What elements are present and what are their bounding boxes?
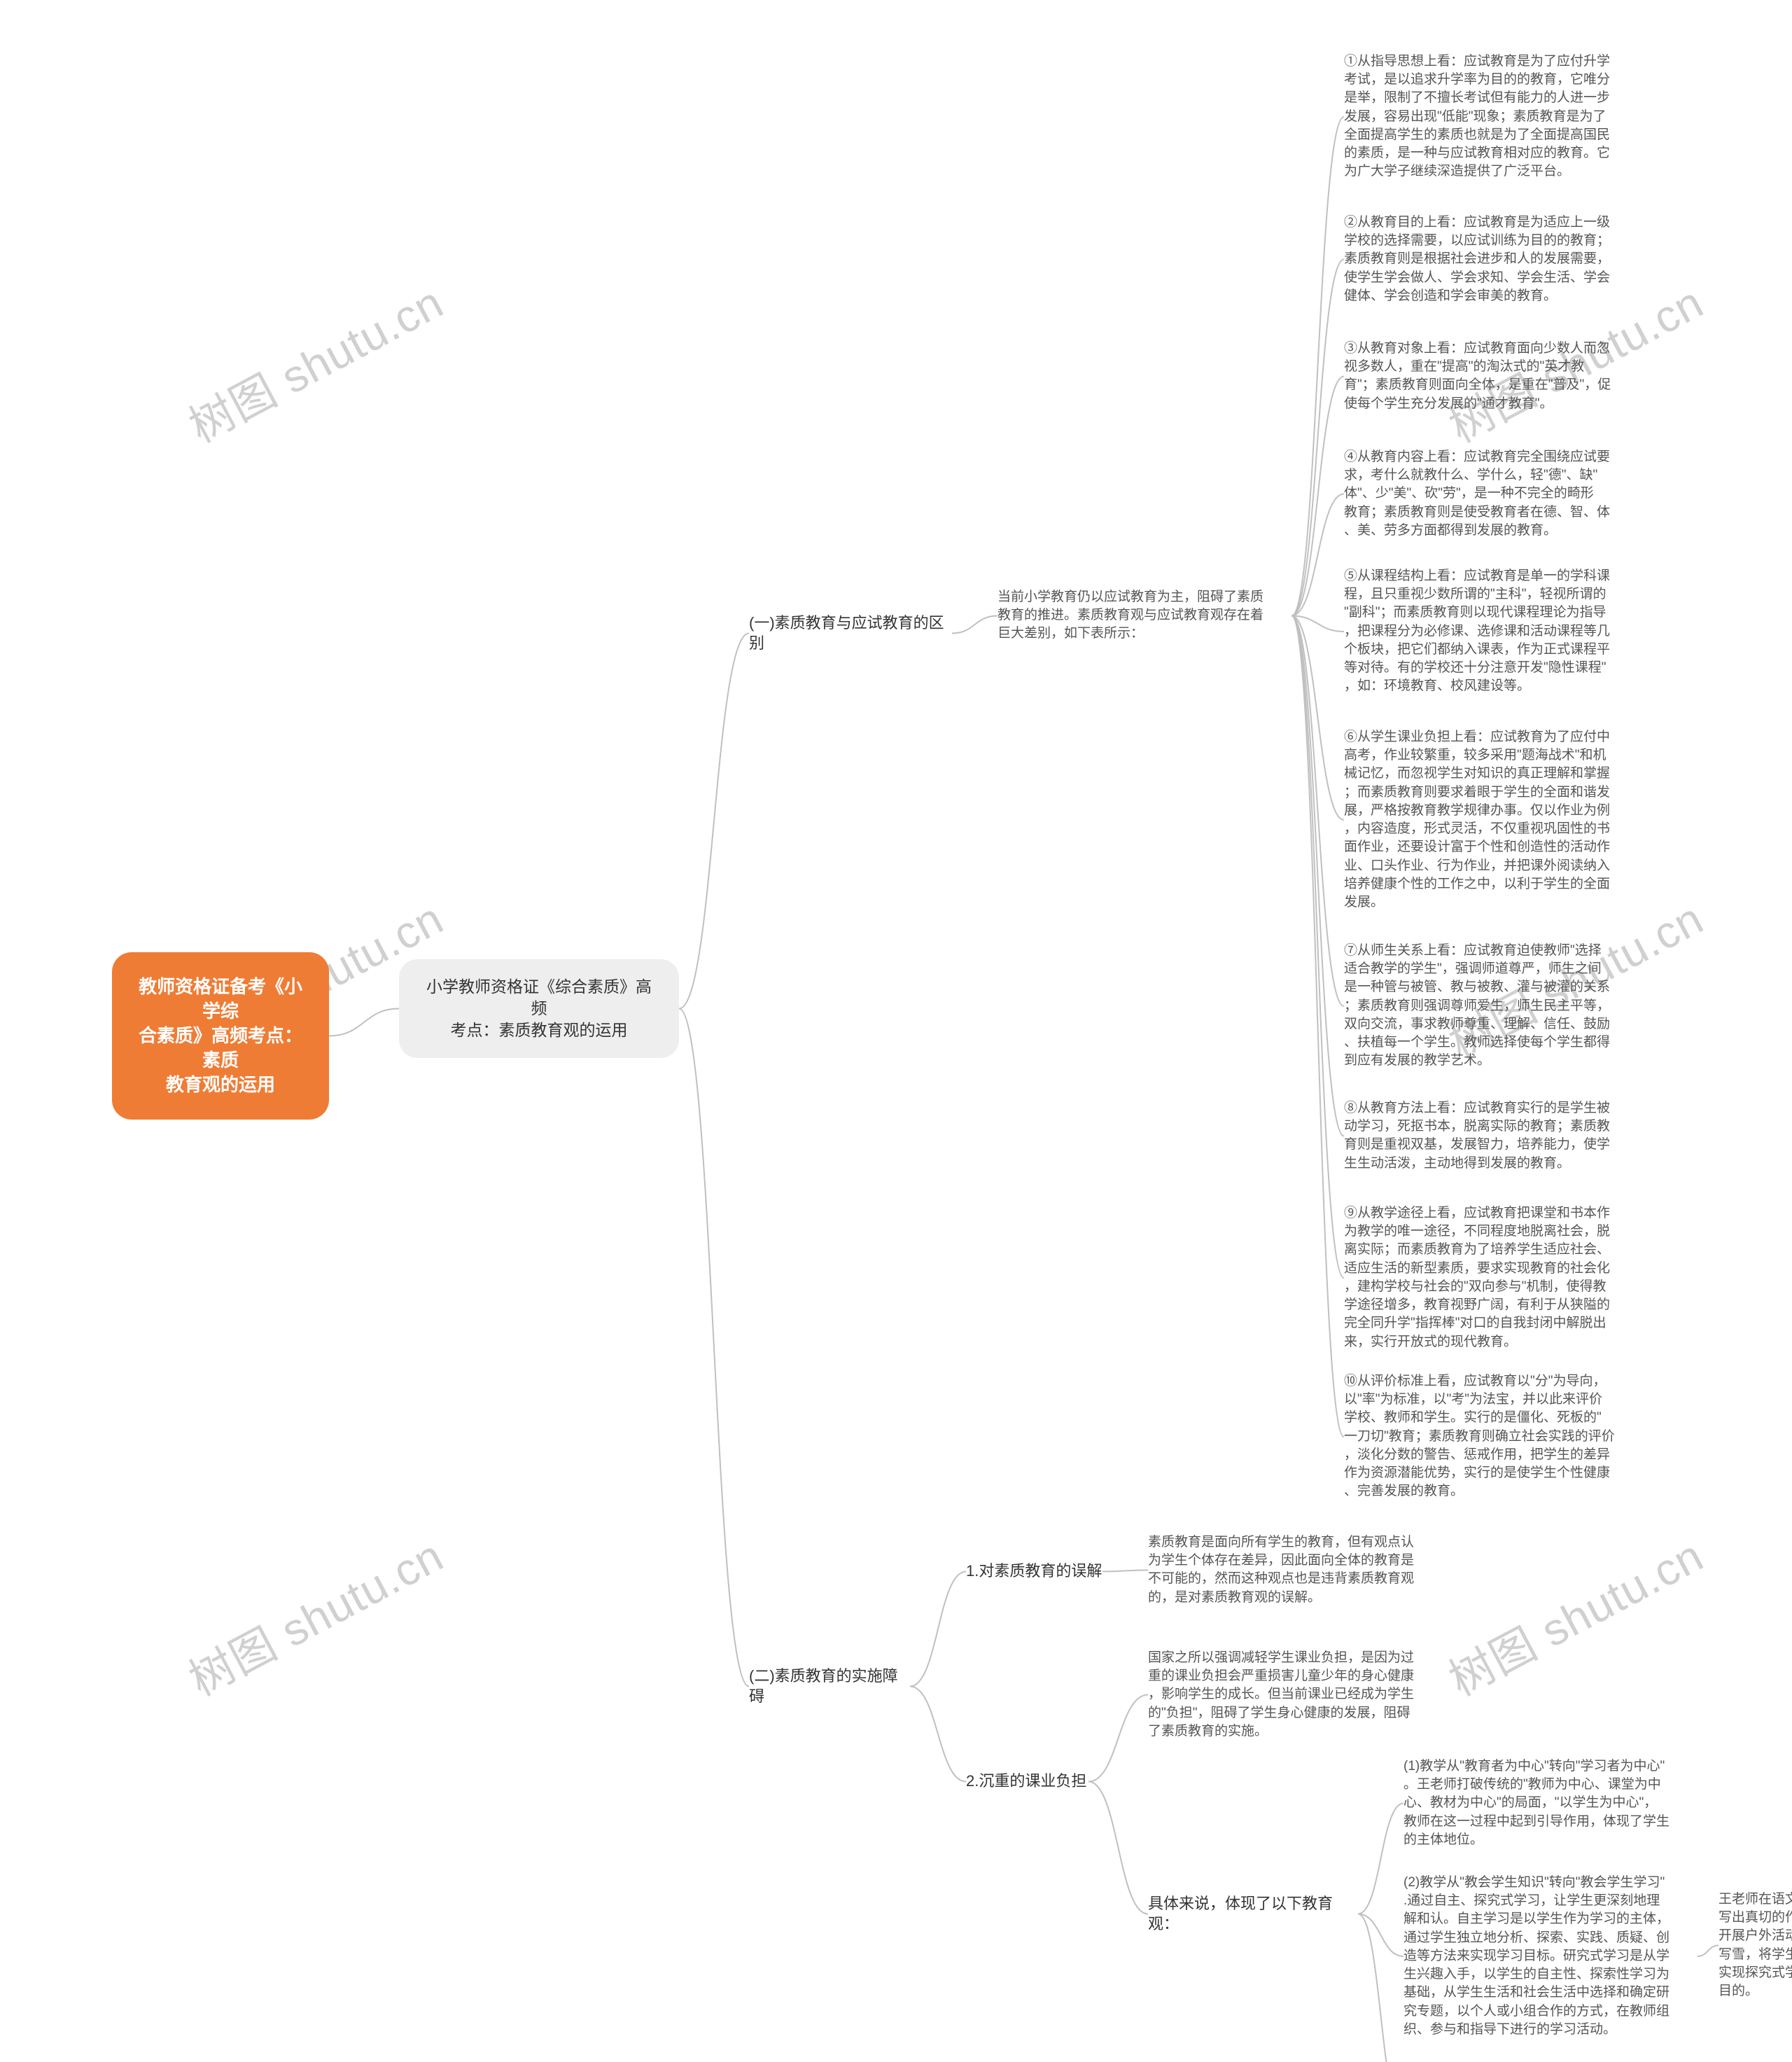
level1-node: 小学教师资格证《综合素质》高频考点：素质教育观的运用	[399, 959, 679, 1058]
leaf-b1c1l7: ⑦从师生关系上看：应试教育迫使教师"选择适合教学的学生"，强调师道尊严，师生之间…	[1344, 942, 1632, 1071]
leaf-b1c1l6: ⑥从学生课业负担上看：应试教育为了应付中高考，作业较繁重，较多采用"题海战术"和…	[1344, 728, 1632, 912]
branch-b2: (二)素质教育的实施障碍	[749, 1666, 910, 1706]
watermark: 树图 shutu.cn	[176, 267, 453, 455]
leaf-b2c2b1: (1)教学从"教育者为中心"转向"学习者为中心"。王老师打破传统的"教师为中心、…	[1404, 1757, 1698, 1849]
leaf-b1c1l10: ⑩从评价标准上看，应试教育以"分"为导向，以"率"为标准，以"考"为法宝，并以此…	[1344, 1372, 1632, 1501]
branch-b1: (一)素质教育与应试教育的区别	[749, 613, 952, 653]
watermark: 树图 shutu.cn	[176, 1521, 453, 1708]
leaf-b2c2b2: (2)教学从"教会学生知识"转向"教会学生学习".通过自主、探究式学习，让学生更…	[1404, 1874, 1698, 2039]
leaf-b1c1l1: ①从指导思想上看：应试教育是为了应付升学考试，是以追求升学率为目的的教育，它唯分…	[1344, 53, 1632, 181]
label-b2c1: 1.对素质教育的误解	[966, 1561, 1102, 1582]
text-b2c1: 素质教育是面向所有学生的教育，但有观点认为学生个体存在差异，因此面向全体的教育是…	[1148, 1533, 1442, 1607]
extra-b2c2b2: 王老师在语文课上为了让学生能够感受雪景，写出真切的作文，让学生通过自主、合作形式…	[1718, 1890, 1792, 2000]
node-b1c1: 当前小学教育仍以应试教育为主，阻碍了素质教育的推进。素质教育观与应试教育观存在着…	[997, 588, 1292, 643]
label-b2c2b: 具体来说，体现了以下教育观：	[1148, 1894, 1358, 1934]
leaf-b1c1l8: ⑧从教育方法上看：应试教育实行的是学生被动学习，死抠书本，脱离实际的教育；素质教…	[1344, 1099, 1632, 1173]
root-node: 教师资格证备考《小学综合素质》高频考点：素质教育观的运用	[112, 952, 329, 1120]
leaf-b2c2a: 国家之所以强调减轻学生课业负担，是因为过重的课业负担会严重损害儿童少年的身心健康…	[1148, 1649, 1442, 1741]
watermark: 树图 shutu.cn	[1436, 1521, 1713, 1708]
leaf-b1c1l2: ②从教育目的上看：应试教育是为适应上一级学校的选择需要，以应试训练为目的的教育；…	[1344, 214, 1632, 305]
leaf-b1c1l4: ④从教育内容上看：应试教育完全围绕应试要求，考什么就教什么、学什么，轻"德"、缺…	[1344, 448, 1632, 540]
leaf-b1c1l9: ⑨从教学途径上看，应试教育把课堂和书本作为教学的唯一途径，不同程度地脱离社会，脱…	[1344, 1204, 1632, 1351]
leaf-b1c1l3: ③从教育对象上看：应试教育面向少数人而忽视多数人，重在"提高"的淘汰式的"英才教…	[1344, 340, 1632, 413]
label-b2c2: 2.沉重的课业负担	[966, 1771, 1088, 1792]
leaf-b1c1l5: ⑤从课程结构上看：应试教育是单一的学科课程，且只重视少数所谓的"主科"，轻视所谓…	[1344, 567, 1632, 696]
